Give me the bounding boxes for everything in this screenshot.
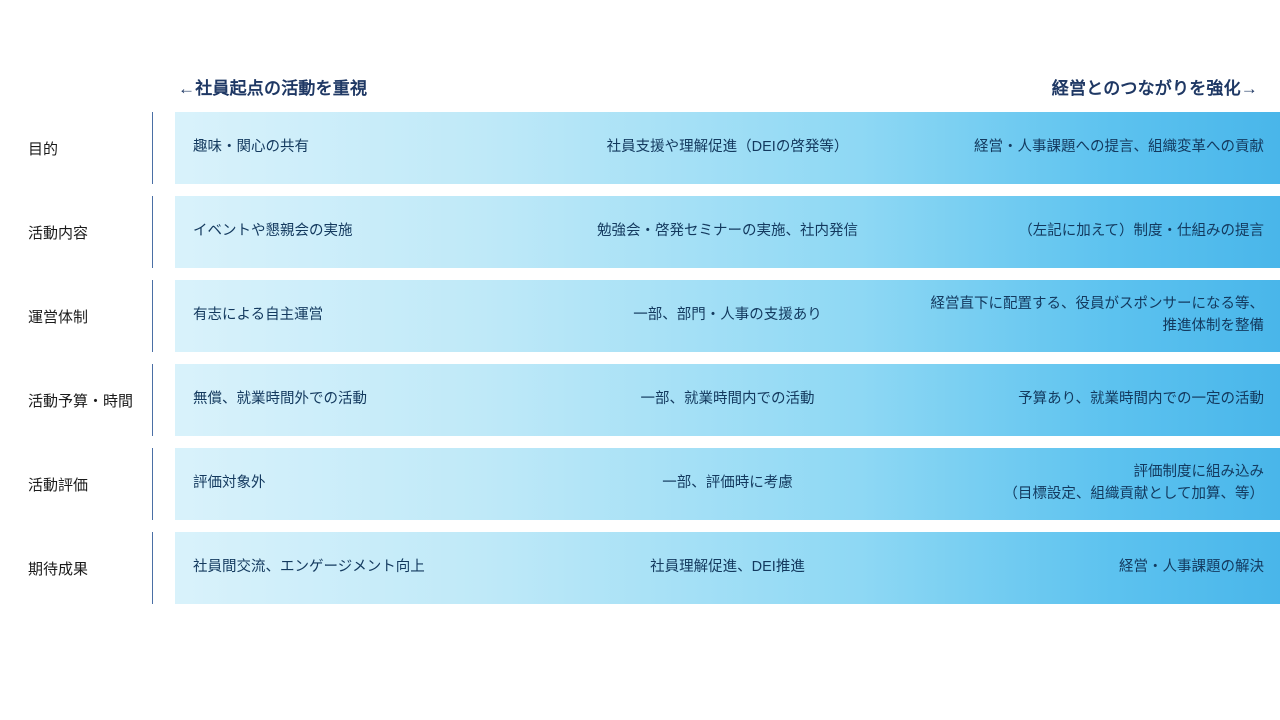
vertical-divider: [152, 532, 153, 604]
stage-cell-left: 無償、就業時間外での活動: [193, 391, 367, 408]
axis-label-right: 経営とのつながりを強化→: [1051, 79, 1258, 98]
stage-cell-right: 予算あり、就業時間内での一定の活動: [1018, 391, 1264, 408]
gradient-bar: 趣味・関心の共有 社員支援や理解促進（DEIの啓発等） 経営・人事課題への提言、組織…: [175, 112, 1280, 184]
table-row: 活動評価 評価対象外 一部、評価時に考慮 評価制度に組み込み （目標設定、組織貢献とし…: [0, 448, 1280, 520]
table-row: 活動予算・時間 無償、就業時間外での活動 一部、就業時間内での活動 予算あり、就業時間…: [0, 364, 1280, 436]
vertical-divider: [152, 280, 153, 352]
stage-cell-middle: 社員理解促進、DEI推進: [650, 559, 805, 576]
row-label: 活動予算・時間: [28, 392, 134, 410]
stage-cell-left: 有志による自主運営: [193, 307, 324, 324]
gradient-bar: 無償、就業時間外での活動 一部、就業時間内での活動 予算あり、就業時間内での一定の活…: [175, 364, 1280, 436]
stage-cell-left: 社員間交流、エンゲージメント向上: [193, 559, 425, 576]
gradient-bar: 社員間交流、エンゲージメント向上 社員理解促進、DEI推進 経営・人事課題の解決: [175, 532, 1280, 604]
row-label: 活動評価: [28, 476, 89, 494]
vertical-divider: [152, 196, 153, 268]
vertical-divider: [152, 448, 153, 520]
stage-cell-left: 趣味・関心の共有: [193, 139, 309, 156]
stage-cell-right: 経営・人事課題への提言、組織変革への貢献: [974, 139, 1264, 156]
stage-cell-middle: 一部、評価時に考慮: [662, 475, 793, 492]
gradient-bar: イベントや懇親会の実施 勉強会・啓発セミナーの実施、社内発信 （左記に加えて）制度・…: [175, 196, 1280, 268]
bottom-spacer: [0, 0, 1280, 60]
table-row: 活動内容 イベントや懇親会の実施 勉強会・啓発セミナーの実施、社内発信 （左記に加えて…: [0, 196, 1280, 268]
stage-cell-right: （左記に加えて）制度・仕組みの提言: [1018, 223, 1264, 240]
maturity-matrix: 目的 趣味・関心の共有 社員支援や理解促進（DEIの啓発等） 経営・人事課題への提言、…: [0, 112, 1280, 616]
stage-cell-left: イベントや懇親会の実施: [193, 223, 353, 240]
table-row: 運営体制 有志による自主運営 一部、部門・人事の支援あり 経営直下に配置する、役員がス…: [0, 280, 1280, 352]
vertical-divider: [152, 364, 153, 436]
stage-cell-right: 評価制度に組み込み （目標設定、組織貢献として加算、等）: [1003, 464, 1264, 502]
table-row: 目的 趣味・関心の共有 社員支援や理解促進（DEIの啓発等） 経営・人事課題への提言、…: [0, 112, 1280, 184]
gradient-bar: 評価対象外 一部、評価時に考慮 評価制度に組み込み （目標設定、組織貢献として加算、…: [175, 448, 1280, 520]
row-label: 活動内容: [28, 224, 89, 242]
axis-label-left: ←社員起点の活動を重視: [178, 79, 368, 98]
row-label: 運営体制: [28, 308, 89, 326]
stage-cell-middle: 勉強会・啓発セミナーの実施、社内発信: [597, 223, 858, 240]
stage-cell-left: 評価対象外: [193, 475, 266, 492]
table-row: 期待成果 社員間交流、エンゲージメント向上 社員理解促進、DEI推進 経営・人事課題の…: [0, 532, 1280, 604]
row-label: 目的: [28, 140, 59, 158]
stage-cell-middle: 一部、就業時間内での活動: [640, 391, 815, 408]
vertical-divider: [152, 112, 153, 184]
stage-cell-right: 経営直下に配置する、役員がスポンサーになる等、 推進体制を整備: [930, 296, 1265, 334]
row-label: 期待成果: [28, 560, 89, 578]
stage-cell-middle: 社員支援や理解促進（DEIの啓発等）: [606, 139, 849, 156]
gradient-bar: 有志による自主運営 一部、部門・人事の支援あり 経営直下に配置する、役員がスポンサー…: [175, 280, 1280, 352]
stage-cell-right: 経営・人事課題の解決: [1119, 559, 1264, 576]
stage-cell-middle: 一部、部門・人事の支援あり: [633, 307, 822, 324]
